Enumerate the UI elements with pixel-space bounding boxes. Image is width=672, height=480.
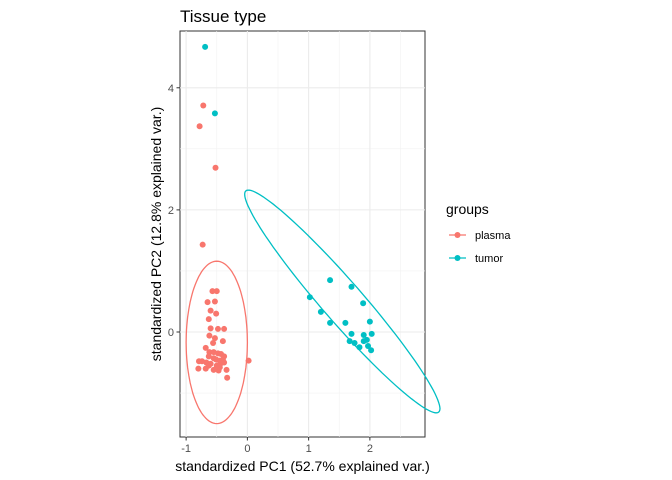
point-tumor (360, 300, 367, 307)
point-plasma (204, 299, 211, 306)
x-tick-label: 1 (306, 443, 312, 455)
point-plasma (212, 164, 219, 171)
legend-label: tumor (475, 253, 503, 265)
x-axis-title: standardized PC1 (52.7% explained var.) (175, 458, 429, 474)
ellipse-tumor (244, 189, 441, 414)
point-tumor (368, 330, 375, 337)
point-plasma (221, 325, 228, 332)
data-points (195, 43, 375, 381)
point-plasma (213, 288, 220, 295)
point-plasma (210, 366, 217, 373)
point-plasma (221, 359, 228, 366)
point-plasma (210, 339, 217, 346)
x-tick-label: -1 (181, 443, 191, 455)
point-tumor (346, 338, 353, 345)
chart-title: Tissue type (180, 7, 266, 26)
point-plasma (214, 325, 221, 332)
point-tumor (360, 338, 367, 345)
point-plasma (205, 316, 212, 323)
point-plasma (195, 358, 202, 365)
point-tumor (306, 294, 313, 301)
point-tumor (351, 339, 358, 346)
y-tick-label: 2 (168, 205, 174, 217)
legend-key-point (454, 232, 461, 238)
y-tick-label: 0 (168, 327, 174, 339)
point-tumor (211, 110, 218, 117)
legend-item-plasma: plasma (449, 230, 511, 242)
point-tumor (368, 347, 375, 354)
point-plasma (202, 344, 209, 351)
y-axis-ticks: 0 2 4 (168, 83, 180, 339)
x-tick-label: 2 (367, 443, 373, 455)
ellipse-plasma (185, 260, 249, 425)
point-tumor (360, 332, 367, 339)
point-plasma (219, 338, 226, 345)
y-tick-label: 4 (168, 83, 174, 95)
point-plasma (195, 365, 202, 372)
point-tumor (366, 318, 373, 325)
point-tumor (348, 283, 355, 290)
point-tumor (317, 308, 324, 315)
legend-item-tumor: tumor (449, 253, 503, 265)
point-plasma (199, 241, 206, 248)
point-plasma (207, 307, 214, 314)
point-tumor (365, 343, 372, 350)
point-tumor (202, 43, 209, 50)
point-plasma (196, 123, 203, 130)
point-tumor (348, 330, 355, 337)
y-axis-title: standardized PC2 (12.8% explained var.) (148, 107, 164, 361)
legend-key-point (454, 255, 461, 261)
point-plasma (216, 364, 223, 371)
legend-label: plasma (475, 230, 511, 242)
legend-title: groups (446, 201, 489, 217)
point-tumor (342, 319, 349, 326)
point-plasma (245, 357, 252, 364)
x-tick-label: 0 (244, 443, 250, 455)
point-plasma (224, 374, 231, 381)
point-plasma (206, 332, 213, 339)
point-plasma (211, 298, 218, 305)
point-plasma (211, 335, 218, 342)
point-plasma (209, 288, 216, 295)
point-plasma (200, 102, 207, 109)
point-plasma (207, 325, 214, 332)
point-plasma (205, 353, 212, 360)
legend: groups plasma tumor (446, 201, 511, 265)
point-plasma (213, 310, 220, 317)
point-tumor (327, 277, 334, 284)
point-tumor (327, 319, 334, 326)
point-plasma (205, 362, 212, 369)
group-ellipses (185, 189, 441, 425)
point-plasma (223, 366, 230, 373)
point-tumor (356, 344, 363, 351)
x-axis-ticks: -1 0 1 2 (181, 437, 373, 455)
